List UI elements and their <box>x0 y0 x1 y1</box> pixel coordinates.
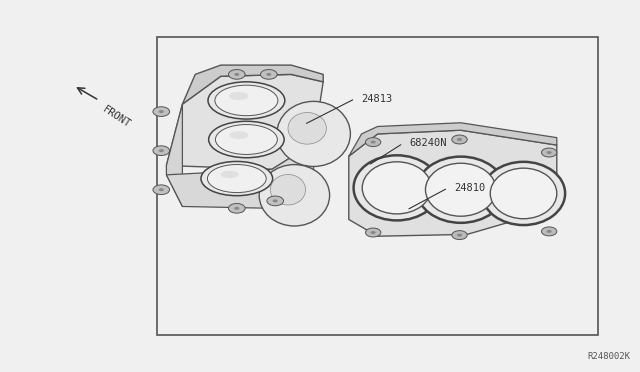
Circle shape <box>547 151 552 154</box>
Circle shape <box>228 203 245 213</box>
Ellipse shape <box>259 165 330 226</box>
Ellipse shape <box>229 92 248 100</box>
Text: 68240N: 68240N <box>410 138 447 148</box>
Ellipse shape <box>277 102 351 167</box>
Ellipse shape <box>288 112 326 144</box>
Ellipse shape <box>417 157 505 223</box>
Ellipse shape <box>207 164 266 193</box>
Circle shape <box>260 70 277 79</box>
Circle shape <box>365 138 381 147</box>
Ellipse shape <box>229 131 248 139</box>
Circle shape <box>452 231 467 240</box>
Ellipse shape <box>482 162 565 225</box>
Circle shape <box>159 149 164 152</box>
Ellipse shape <box>221 171 239 178</box>
Circle shape <box>365 228 381 237</box>
Polygon shape <box>166 104 182 206</box>
Ellipse shape <box>201 161 273 196</box>
Bar <box>157 37 598 335</box>
Circle shape <box>371 141 376 144</box>
Ellipse shape <box>354 155 440 220</box>
Polygon shape <box>182 65 323 104</box>
Circle shape <box>234 207 239 210</box>
Text: R248002K: R248002K <box>588 352 630 361</box>
Circle shape <box>159 188 164 191</box>
Circle shape <box>153 146 170 155</box>
Circle shape <box>371 231 376 234</box>
Ellipse shape <box>490 168 557 219</box>
Circle shape <box>452 135 467 144</box>
Circle shape <box>153 107 170 116</box>
Ellipse shape <box>209 121 284 158</box>
Circle shape <box>266 73 271 76</box>
Ellipse shape <box>216 125 277 154</box>
Ellipse shape <box>362 162 431 214</box>
Circle shape <box>547 230 552 233</box>
Polygon shape <box>349 123 557 156</box>
Circle shape <box>541 148 557 157</box>
Ellipse shape <box>270 174 306 205</box>
Circle shape <box>234 73 239 76</box>
Ellipse shape <box>215 85 278 116</box>
Circle shape <box>457 234 462 237</box>
Circle shape <box>228 70 245 79</box>
Circle shape <box>457 138 462 141</box>
Text: FRONT: FRONT <box>101 104 132 129</box>
Circle shape <box>267 196 284 206</box>
Text: 24810: 24810 <box>454 183 486 193</box>
Circle shape <box>273 199 278 202</box>
Polygon shape <box>166 74 323 169</box>
Text: 24813: 24813 <box>362 94 393 103</box>
Ellipse shape <box>208 82 285 119</box>
Polygon shape <box>166 143 314 208</box>
Circle shape <box>541 227 557 236</box>
Polygon shape <box>349 130 557 236</box>
Ellipse shape <box>426 163 496 216</box>
Circle shape <box>159 110 164 113</box>
Circle shape <box>153 185 170 195</box>
